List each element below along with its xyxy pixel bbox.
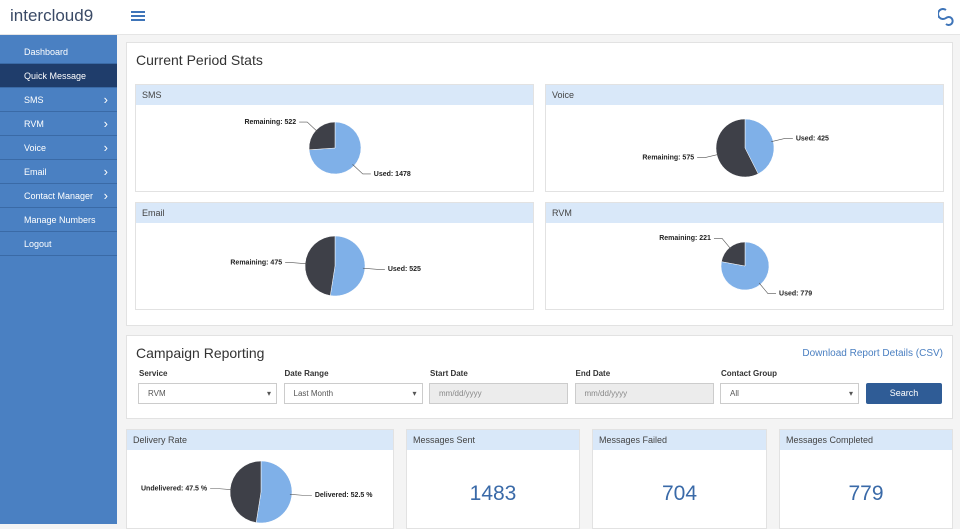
campaign-panel: Campaign Reporting Download Report Detai… <box>126 335 953 419</box>
form-control[interactable]: RVM <box>138 383 277 404</box>
nav-item[interactable]: Logout <box>0 232 117 256</box>
nav-item[interactable]: Voice <box>0 136 117 160</box>
counter-value: 779 <box>848 482 884 505</box>
field-label: End Date <box>575 369 611 378</box>
leader-line <box>210 488 233 491</box>
leader-line <box>713 238 732 250</box>
pie-slice <box>308 121 336 151</box>
nav-item[interactable]: RVM <box>0 112 117 136</box>
section-title: Campaign Reporting <box>136 345 265 361</box>
panel-header: Email <box>136 203 533 223</box>
pie-chart: Used: 425 Remaining: 575 <box>642 118 829 178</box>
panel-header: RVM <box>546 203 943 223</box>
brand: intercloud9 <box>10 6 94 25</box>
leader-line <box>362 267 385 270</box>
stat-panel: Email Used: 525 Remaining: 475 <box>135 202 534 310</box>
slice-label: Remaining: 221 <box>659 235 711 242</box>
nav-item[interactable]: Dashboard <box>0 40 117 64</box>
form-control[interactable]: All <box>720 383 859 404</box>
field-label: Contact Group <box>721 369 777 378</box>
slice-label: Remaining: 575 <box>642 154 694 161</box>
counter-panel: Messages Sent 1483 <box>406 429 580 529</box>
delivery-panel: Delivery Rate Delivered: 52.5 % Undeliver… <box>126 429 394 529</box>
leader-line <box>771 138 793 142</box>
nav-item[interactable]: Manage Numbers <box>0 208 117 232</box>
stat-panel: SMS Used: 1478 Remaining: 522 <box>135 84 534 192</box>
pie-chart: Used: 525 Remaining: 475 <box>230 235 421 297</box>
form-control[interactable]: mm/dd/yyyy <box>574 383 714 404</box>
nav-item[interactable]: Quick Message <box>0 64 117 88</box>
form-control[interactable]: Last Month <box>283 383 423 404</box>
slice-label: Remaining: 475 <box>230 260 282 267</box>
stat-panel: Voice Used: 425 Remaining: 575 <box>545 84 944 192</box>
panel-header: Messages Sent <box>407 430 579 450</box>
panel-header: Messages Failed <box>593 430 766 450</box>
slice-label: Delivered: 52.5 % <box>315 492 373 499</box>
slice-label: Undelivered: 47.5 % <box>141 485 208 492</box>
nav-item[interactable]: Email <box>0 160 117 184</box>
field-label: Date Range <box>284 369 329 378</box>
pie-chart: Used: 779 Remaining: 221 <box>659 235 812 298</box>
section-title: Current Period Stats <box>136 52 263 68</box>
download-link[interactable]: Download Report Details (CSV) <box>802 348 943 359</box>
leader-line <box>289 493 312 496</box>
menu-toggle[interactable] <box>131 11 145 21</box>
form-control[interactable]: mm/dd/yyyy <box>429 383 568 404</box>
panel-header: Voice <box>546 85 943 105</box>
counter-panel: Messages Completed 779 <box>779 429 953 529</box>
pie-chart: Used: 1478 Remaining: 522 <box>244 119 411 178</box>
pie-slice <box>330 235 366 297</box>
slice-label: Used: 1478 <box>374 171 411 178</box>
search-button[interactable]: Search <box>866 383 942 404</box>
slice-label: Used: 525 <box>388 266 421 273</box>
pie-slice <box>229 460 262 523</box>
counter-value: 1483 <box>469 482 517 505</box>
panel-header: Delivery Rate <box>127 430 393 450</box>
leader-line <box>758 282 777 294</box>
slice-label: Used: 425 <box>796 135 829 142</box>
leader-line <box>285 262 308 265</box>
leader-line <box>299 121 318 132</box>
counter-panel: Messages Failed 704 <box>592 429 767 529</box>
pie-chart: Delivered: 52.5 % Undelivered: 47.5 % <box>141 460 373 524</box>
nav-item[interactable]: Contact Manager <box>0 184 117 208</box>
pie-slice <box>304 235 336 296</box>
field-label: Service <box>139 369 168 378</box>
slice-label: Used: 779 <box>779 291 812 298</box>
field-label: Start Date <box>430 369 468 378</box>
pie-slice <box>255 460 293 524</box>
user-icon[interactable] <box>938 8 954 26</box>
panel-header: Messages Completed <box>780 430 952 450</box>
pie-slice <box>721 241 746 267</box>
nav-item[interactable]: SMS <box>0 88 117 112</box>
leader-line <box>697 154 719 158</box>
top-bar: intercloud9 <box>0 0 960 35</box>
slice-label: Remaining: 522 <box>244 119 296 126</box>
leader-line <box>352 164 371 175</box>
stat-panel: RVM Used: 779 Remaining: 221 <box>545 202 944 310</box>
panel-header: SMS <box>136 85 533 105</box>
counter-value: 704 <box>661 482 698 505</box>
